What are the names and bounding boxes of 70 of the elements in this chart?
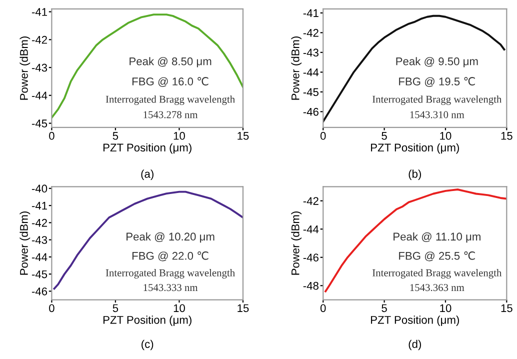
annotation: 1543.363 nm [410, 284, 464, 292]
text: (a) [141, 170, 154, 180]
annotation: Interrogated Bragg wavelength [372, 269, 502, 278]
y-tick-label: -44 [32, 253, 48, 261]
y-tick-label: -43 [32, 236, 48, 244]
x-tick-label: 10 [174, 132, 185, 140]
y-tick-label: -45 [32, 120, 48, 128]
y-tick-label: -40 [32, 184, 48, 193]
x-axis-title: PZT Position (μm) [371, 143, 459, 154]
annotation: Interrogated Bragg wavelength [372, 95, 502, 105]
annotation: Peak @ 10.20 μm [126, 232, 214, 243]
annotation: 1543.278 nm [144, 111, 198, 118]
y-tick-label: -43 [303, 48, 318, 57]
x-tick-label: 5 [382, 304, 387, 312]
y-axis-title: Power (dBm) [291, 36, 302, 100]
x-tick-label: 10 [440, 304, 452, 312]
x-tick-label: 10 [174, 304, 185, 312]
x-axis-title: PZT Position (μm) [371, 316, 459, 326]
y-axis-title: Power (dBm) [20, 211, 30, 275]
annotation: Interrogated Bragg wavelength [106, 269, 235, 278]
y-tick-label: -46 [303, 254, 318, 262]
y-tick-label: -46 [32, 287, 48, 296]
annotation: Interrogated Bragg wavelength [106, 95, 235, 105]
annotation: FBG @ 16.0 ℃ [132, 77, 208, 87]
x-axis-title: PZT Position (μm) [103, 143, 192, 154]
x-tick-label: 0 [320, 304, 326, 312]
y-tick-label: -45 [32, 270, 48, 278]
y-tick-label: -48 [303, 282, 318, 290]
x-tick-label: 15 [501, 304, 512, 312]
x-tick-label: 5 [112, 132, 118, 140]
y-tick-label: -45 [303, 88, 318, 96]
x-tick-label: 15 [501, 132, 512, 140]
x-tick-label: 15 [238, 304, 249, 312]
annotation: FBG @ 22.0 ℃ [132, 251, 208, 262]
x-tick-label: 5 [382, 132, 387, 140]
line-series [324, 188, 507, 292]
annotation: Peak @ 11.10 μm [394, 232, 480, 243]
x-tick-label: 15 [238, 132, 249, 140]
y-tick-label: -41 [32, 202, 47, 210]
x-tick-label: 0 [49, 132, 54, 140]
y-tick-label: -41 [32, 8, 47, 16]
y-tick-label: -42 [32, 218, 47, 227]
y-tick-label: -43 [32, 64, 48, 72]
y-tick-label: -42 [303, 28, 318, 37]
x-tick-label: 5 [112, 304, 118, 312]
x-axis-title: PZT Position (μm) [103, 316, 192, 326]
annotation: FBG @ 19.5 ℃ [399, 77, 475, 87]
y-axis-title: Power (dBm) [291, 211, 302, 275]
x-tick-label: 10 [440, 132, 452, 140]
annotation: Peak @ 9.50 μm [396, 57, 478, 68]
y-tick-label: -42 [32, 36, 47, 44]
y-tick-label: -42 [303, 197, 318, 205]
annotation: 1543.310 nm [410, 111, 464, 118]
y-tick-label: -44 [32, 92, 48, 100]
annotation: Peak @ 8.50 μm [130, 57, 212, 68]
y-tick-label: -41 [303, 9, 318, 17]
line-series [323, 14, 506, 122]
text: (b) [408, 170, 421, 180]
annotation: 1543.333 nm [144, 284, 198, 292]
y-tick-label: -46 [303, 108, 318, 116]
text: (d) [408, 340, 421, 350]
y-axis-title: Power (dBm) [20, 36, 30, 100]
annotation: FBG @ 25.5 ℃ [399, 251, 475, 262]
x-tick-label: 0 [49, 304, 54, 312]
y-tick-label: -44 [303, 68, 319, 76]
line-series [53, 190, 243, 290]
line-series [52, 14, 243, 119]
x-tick-label: 0 [320, 132, 326, 140]
text: (c) [142, 340, 154, 350]
y-tick-label: -44 [303, 225, 319, 234]
